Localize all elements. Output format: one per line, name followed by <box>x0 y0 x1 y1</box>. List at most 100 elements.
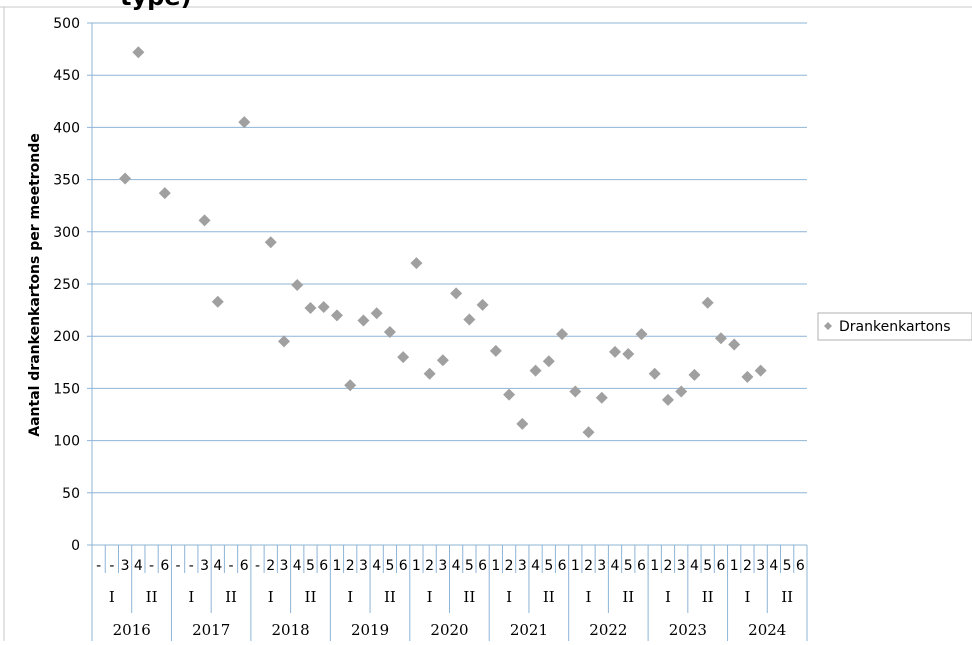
data-point <box>675 385 688 398</box>
data-point <box>728 338 741 351</box>
x-round-label: 4 <box>372 558 381 574</box>
x-round-label: - <box>149 558 154 574</box>
x-round-label: 6 <box>160 558 169 574</box>
legend-entry: Drankenkartons <box>839 319 951 335</box>
x-round-label: 4 <box>452 558 461 574</box>
x-round-label: 3 <box>359 558 368 574</box>
legend-marker-icon <box>824 322 832 330</box>
x-round-label: 6 <box>399 558 408 574</box>
x-round-label: 6 <box>240 558 249 574</box>
x-round-label: - <box>255 558 260 574</box>
data-point <box>648 367 661 380</box>
data-point <box>304 302 317 315</box>
x-half-label: I <box>347 588 353 606</box>
x-round-label: 5 <box>306 558 315 574</box>
x-year-label: 2020 <box>430 621 468 639</box>
x-round-label: 5 <box>703 558 712 574</box>
data-point <box>238 116 251 129</box>
data-point <box>291 279 304 292</box>
y-axis-label: Aantal drankenkartons per meetronde <box>27 133 43 437</box>
x-half-label: II <box>543 588 555 606</box>
x-round-label: 6 <box>796 558 805 574</box>
x-half-label: I <box>427 588 433 606</box>
x-half-label: I <box>109 588 115 606</box>
x-round-label: - <box>109 558 114 574</box>
y-tick-label: 0 <box>71 538 80 554</box>
x-half-label: I <box>665 588 671 606</box>
data-point <box>357 314 370 327</box>
y-tick-label: 400 <box>53 120 80 136</box>
data-point <box>158 187 171 200</box>
x-half-label: II <box>463 588 475 606</box>
data-point <box>436 354 449 367</box>
y-tick-label: 300 <box>53 225 80 241</box>
data-point <box>450 287 463 300</box>
x-year-label: 2017 <box>192 621 230 639</box>
legend: Drankenkartons <box>817 312 972 341</box>
x-round-label: 4 <box>611 558 620 574</box>
grid <box>87 22 807 546</box>
x-round-label: 3 <box>438 558 447 574</box>
data-point <box>503 388 516 401</box>
x-round-label: 6 <box>558 558 567 574</box>
x-round-label: 4 <box>769 558 778 574</box>
x-round-label: 6 <box>637 558 646 574</box>
data-point <box>423 367 436 380</box>
x-round-label: 3 <box>518 558 527 574</box>
data-point <box>476 298 489 311</box>
y-tick-label: 350 <box>53 173 80 189</box>
x-year-label: 2022 <box>589 621 627 639</box>
x-round-label: 1 <box>730 558 739 574</box>
data-points <box>119 46 767 439</box>
data-point <box>370 307 383 320</box>
x-half-label: II <box>384 588 396 606</box>
x-round-label: 6 <box>716 558 725 574</box>
x-year-label: 2016 <box>113 621 151 639</box>
x-round-label: 6 <box>319 558 328 574</box>
data-point <box>119 172 132 185</box>
data-point <box>688 368 701 381</box>
x-half-label: II <box>781 588 793 606</box>
data-point <box>741 370 754 383</box>
x-year-label: 2019 <box>351 621 389 639</box>
y-tick-label: 200 <box>53 329 80 345</box>
x-round-label: 2 <box>346 558 355 574</box>
x-half-label: I <box>506 588 512 606</box>
x-round-label: 1 <box>571 558 580 574</box>
x-half-label: I <box>268 588 274 606</box>
data-point <box>489 344 502 357</box>
x-year-label: 2018 <box>272 621 310 639</box>
data-point <box>609 345 622 358</box>
data-point <box>529 364 542 377</box>
x-round-label: 1 <box>412 558 421 574</box>
x-round-label: 3 <box>756 558 765 574</box>
x-round-label: 2 <box>266 558 275 574</box>
data-point <box>132 46 145 59</box>
data-point <box>410 257 423 270</box>
data-point <box>701 296 714 309</box>
x-round-label: - <box>176 558 181 574</box>
y-tick-labels: 0 50 100 150 200 250 300 350 400 450 500 <box>53 16 80 554</box>
x-round-label: - <box>228 558 233 574</box>
x-round-label: 2 <box>743 558 752 574</box>
x-half-label: I <box>188 588 194 606</box>
data-point <box>582 426 595 439</box>
x-round-label: 5 <box>465 558 474 574</box>
data-point <box>595 391 608 404</box>
data-point <box>330 309 343 322</box>
x-half-label: I <box>586 588 592 606</box>
x-half-label: II <box>622 588 634 606</box>
x-round-label: 1 <box>650 558 659 574</box>
x-year-label: 2024 <box>748 621 786 639</box>
x-round-label: 5 <box>544 558 553 574</box>
y-tick-label: 450 <box>53 68 80 84</box>
data-point <box>264 236 277 249</box>
x-round-label: 5 <box>624 558 633 574</box>
x-half-label: II <box>146 588 158 606</box>
data-point <box>211 295 224 308</box>
data-point <box>277 335 290 348</box>
x-round-label: 4 <box>293 558 302 574</box>
